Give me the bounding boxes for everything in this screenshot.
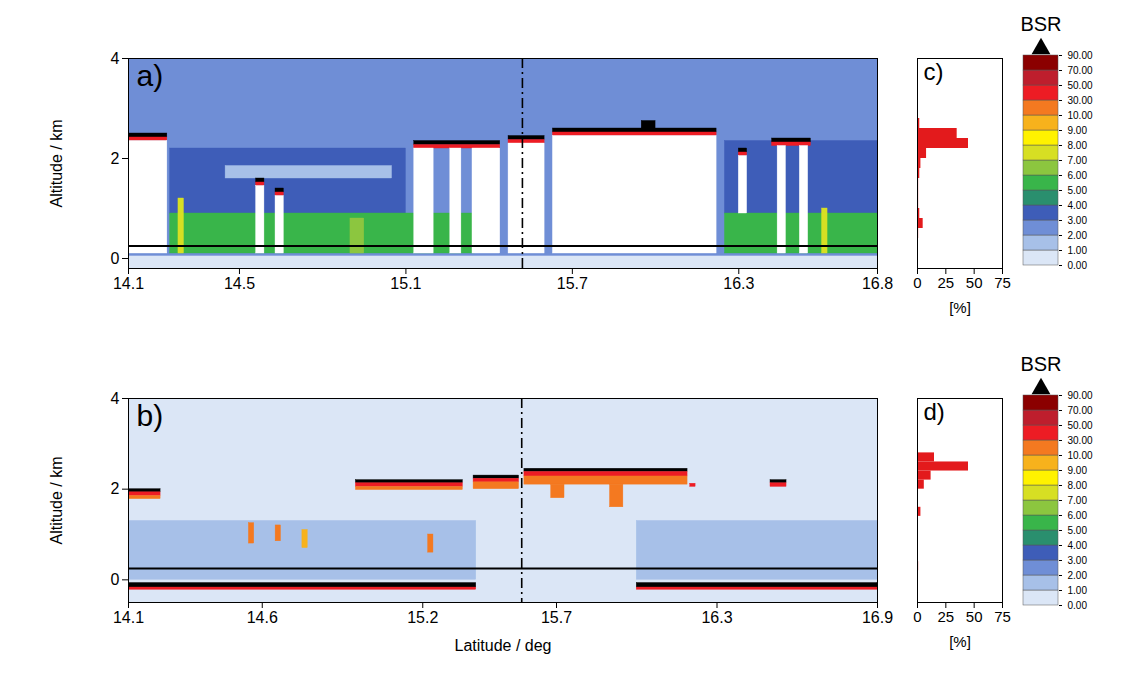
svg-text:0: 0 — [111, 571, 120, 588]
svg-text:3.00: 3.00 — [1068, 215, 1088, 226]
svg-text:2: 2 — [111, 480, 120, 497]
svg-text:BSR: BSR — [1020, 353, 1061, 375]
svg-text:10.00: 10.00 — [1068, 450, 1093, 461]
svg-text:50.00: 50.00 — [1068, 80, 1093, 91]
svg-text:Altitude / km: Altitude / km — [48, 456, 65, 544]
svg-text:0: 0 — [111, 250, 120, 267]
svg-text:0: 0 — [913, 274, 921, 291]
svg-text:2.00: 2.00 — [1068, 570, 1088, 581]
svg-text:70.00: 70.00 — [1068, 65, 1093, 76]
svg-text:7.00: 7.00 — [1068, 495, 1088, 506]
svg-text:BSR: BSR — [1020, 13, 1061, 35]
svg-text:15.1: 15.1 — [390, 275, 421, 292]
svg-text:14.1: 14.1 — [113, 609, 144, 626]
svg-text:[%]: [%] — [949, 299, 971, 316]
svg-text:15.7: 15.7 — [557, 275, 588, 292]
svg-text:14.1: 14.1 — [113, 275, 144, 292]
svg-text:a): a) — [137, 59, 164, 92]
svg-text:25: 25 — [937, 608, 954, 625]
svg-text:16.9: 16.9 — [862, 609, 893, 626]
svg-text:0: 0 — [913, 608, 921, 625]
svg-text:50.00: 50.00 — [1068, 420, 1093, 431]
svg-text:2: 2 — [111, 150, 120, 167]
svg-text:5.00: 5.00 — [1068, 185, 1088, 196]
svg-text:b): b) — [137, 399, 164, 432]
svg-text:5.00: 5.00 — [1068, 525, 1088, 536]
svg-text:50: 50 — [966, 274, 983, 291]
svg-text:0.00: 0.00 — [1068, 600, 1088, 611]
svg-text:0.00: 0.00 — [1068, 260, 1088, 271]
svg-text:14.6: 14.6 — [247, 609, 278, 626]
svg-text:14.5: 14.5 — [224, 275, 255, 292]
svg-text:9.00: 9.00 — [1068, 465, 1088, 476]
svg-text:3.00: 3.00 — [1068, 555, 1088, 566]
svg-text:[%]: [%] — [949, 633, 971, 650]
svg-text:9.00: 9.00 — [1068, 125, 1088, 136]
svg-text:75: 75 — [994, 274, 1011, 291]
svg-text:15.2: 15.2 — [407, 609, 438, 626]
svg-text:d): d) — [924, 398, 945, 425]
svg-text:4.00: 4.00 — [1068, 540, 1088, 551]
svg-text:7.00: 7.00 — [1068, 155, 1088, 166]
svg-text:4: 4 — [111, 50, 120, 67]
svg-text:6.00: 6.00 — [1068, 510, 1088, 521]
svg-text:8.00: 8.00 — [1068, 480, 1088, 491]
svg-text:15.7: 15.7 — [541, 609, 572, 626]
svg-text:25: 25 — [937, 274, 954, 291]
svg-text:4: 4 — [111, 390, 120, 407]
svg-text:Altitude / km: Altitude / km — [48, 119, 65, 207]
svg-text:1.00: 1.00 — [1068, 585, 1088, 596]
svg-text:8.00: 8.00 — [1068, 140, 1088, 151]
svg-text:90.00: 90.00 — [1068, 50, 1093, 61]
svg-text:16.3: 16.3 — [701, 609, 732, 626]
svg-text:1.00: 1.00 — [1068, 245, 1088, 256]
svg-text:c): c) — [924, 58, 944, 85]
svg-text:Latitude / deg: Latitude / deg — [455, 637, 552, 654]
svg-text:70.00: 70.00 — [1068, 405, 1093, 416]
svg-text:30.00: 30.00 — [1068, 435, 1093, 446]
svg-text:16.8: 16.8 — [862, 275, 893, 292]
svg-text:4.00: 4.00 — [1068, 200, 1088, 211]
svg-text:50: 50 — [966, 608, 983, 625]
svg-text:6.00: 6.00 — [1068, 170, 1088, 181]
svg-text:30.00: 30.00 — [1068, 95, 1093, 106]
svg-text:2.00: 2.00 — [1068, 230, 1088, 241]
svg-text:10.00: 10.00 — [1068, 110, 1093, 121]
svg-text:75: 75 — [994, 608, 1011, 625]
svg-text:16.3: 16.3 — [723, 275, 754, 292]
svg-text:90.00: 90.00 — [1068, 390, 1093, 401]
